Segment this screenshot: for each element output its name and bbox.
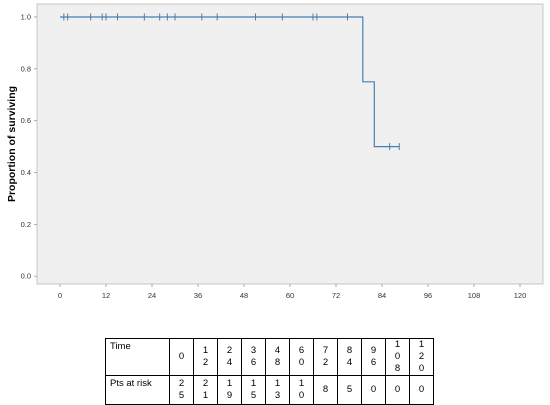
time-cell: 72	[313, 338, 338, 376]
atrisk-cell-text: 10	[298, 378, 305, 401]
plot-area	[36, 3, 544, 285]
time-cell-text: 120	[418, 339, 425, 374]
atrisk-cell: 25	[169, 375, 194, 405]
risk-table: Time 0 12 24 36 48 60 72 84 96 108 120 Pts at risk…	[105, 338, 434, 405]
time-cell: 60	[289, 338, 314, 376]
survival-curve	[60, 16, 400, 148]
atrisk-row-label: Pts at risk	[105, 375, 170, 405]
atrisk-cell-text: 8	[322, 384, 329, 395]
time-row-label: Time	[105, 338, 170, 376]
survival-chart: 0.0 0.2 0.4 0.6 0.8 1.0 0 12 24 36 48 60 72 84 96 108 1…	[6, 3, 544, 300]
time-cell: 12	[193, 338, 218, 376]
time-cell: 24	[217, 338, 242, 376]
x-tick-label: 72	[332, 291, 340, 300]
atrisk-cell-text: 0	[370, 384, 377, 395]
y-tick-label: 0.8	[21, 64, 31, 73]
time-cell: 108	[385, 338, 410, 376]
x-axis: 0 12 24 36 48 60 72 84 96 108 120	[58, 284, 526, 300]
time-cell-text: 84	[346, 345, 353, 368]
survival-curve-layer	[60, 13, 400, 151]
time-cell-text: 48	[274, 345, 281, 368]
atrisk-cell-text: 13	[274, 378, 281, 401]
atrisk-cell: 0	[409, 375, 434, 405]
atrisk-cell: 8	[313, 375, 338, 405]
atrisk-cell: 19	[217, 375, 242, 405]
y-tick-label: 1.0	[21, 12, 31, 21]
y-axis: 0.0 0.2 0.4 0.6 0.8 1.0	[21, 12, 37, 281]
time-cell-text: 0	[178, 351, 185, 362]
atrisk-cell: 5	[337, 375, 362, 405]
x-tick-label: 12	[102, 291, 110, 300]
time-cell-text: 36	[250, 345, 257, 368]
atrisk-cell-text: 0	[394, 384, 401, 395]
y-tick-label: 0.4	[21, 168, 31, 177]
atrisk-cell: 0	[385, 375, 410, 405]
time-cell-text: 108	[394, 339, 401, 374]
atrisk-cell-text: 5	[346, 384, 353, 395]
x-tick-label: 48	[240, 291, 248, 300]
x-tick-label: 36	[194, 291, 202, 300]
time-cell-text: 72	[322, 345, 329, 368]
time-cell: 0	[169, 338, 194, 376]
x-tick-label: 84	[378, 291, 386, 300]
atrisk-cell: 13	[265, 375, 290, 405]
time-cell-text: 60	[298, 345, 305, 368]
atrisk-cell-text: 21	[202, 378, 209, 401]
atrisk-cell-text: 19	[226, 378, 233, 401]
x-tick-label: 120	[514, 291, 527, 300]
y-axis-label: Proportion of surviving	[6, 86, 18, 202]
time-cell: 48	[265, 338, 290, 376]
y-tick-label: 0.6	[21, 116, 31, 125]
risk-table-atrisk-row: Pts at risk 25 21 19 15 13 10 8 5 0 0 0	[105, 375, 434, 405]
atrisk-cell-text: 25	[178, 378, 185, 401]
risk-table-time-row: Time 0 12 24 36 48 60 72 84 96 108 120	[105, 338, 434, 376]
x-tick-label: 0	[58, 291, 62, 300]
atrisk-cell-text: 0	[418, 384, 425, 395]
time-cell-text: 12	[202, 345, 209, 368]
x-tick-label: 108	[468, 291, 481, 300]
atrisk-cell: 0	[361, 375, 386, 405]
time-cell: 120	[409, 338, 434, 376]
time-cell: 36	[241, 338, 266, 376]
atrisk-cell: 10	[289, 375, 314, 405]
time-cell-text: 24	[226, 345, 233, 368]
time-cell: 96	[361, 338, 386, 376]
x-tick-label: 24	[148, 291, 156, 300]
atrisk-cell: 21	[193, 375, 218, 405]
time-cell-text: 96	[370, 345, 377, 368]
atrisk-cell: 15	[241, 375, 266, 405]
x-tick-label: 60	[286, 291, 294, 300]
time-cell: 84	[337, 338, 362, 376]
y-tick-label: 0.2	[21, 220, 31, 229]
x-tick-label: 96	[424, 291, 432, 300]
atrisk-cell-text: 15	[250, 378, 257, 401]
y-tick-label: 0.0	[21, 272, 31, 281]
